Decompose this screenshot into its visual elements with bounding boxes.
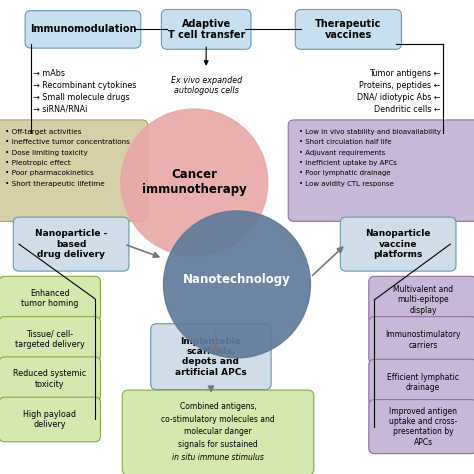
FancyBboxPatch shape (369, 317, 474, 364)
Text: → Small molecule drugs: → Small molecule drugs (33, 93, 130, 101)
Text: Cancer
immunotherapy: Cancer immunotherapy (142, 168, 246, 197)
FancyBboxPatch shape (369, 400, 474, 454)
FancyBboxPatch shape (161, 9, 251, 49)
Text: • Inefficient uptake by APCs: • Inefficient uptake by APCs (299, 160, 396, 166)
FancyBboxPatch shape (288, 120, 474, 221)
Text: Adaptive
T cell transfer: Adaptive T cell transfer (167, 18, 245, 40)
Text: → siRNA/RNAi: → siRNA/RNAi (33, 105, 88, 113)
Text: Implantable
scaffolds,
depots and
artificial APCs: Implantable scaffolds, depots and artifi… (175, 337, 247, 377)
FancyBboxPatch shape (0, 120, 148, 221)
FancyBboxPatch shape (25, 11, 141, 48)
Text: Multivalent and
multi-epitope
display: Multivalent and multi-epitope display (393, 285, 453, 315)
Text: Tumor antigens ←: Tumor antigens ← (370, 69, 441, 78)
FancyBboxPatch shape (0, 357, 100, 401)
Text: Improved antigen
uptake and cross-
presentation by
APCs: Improved antigen uptake and cross- prese… (389, 407, 457, 447)
FancyBboxPatch shape (122, 390, 314, 474)
Text: • Pleotropic effect: • Pleotropic effect (5, 160, 71, 166)
FancyBboxPatch shape (151, 324, 271, 390)
Text: Dendritic cells ←: Dendritic cells ← (374, 105, 441, 113)
FancyBboxPatch shape (13, 217, 129, 271)
Text: Ex vivo expanded
autologous cells: Ex vivo expanded autologous cells (171, 76, 242, 95)
Circle shape (121, 109, 268, 256)
Text: DNA/ idiotypic Abs ←: DNA/ idiotypic Abs ← (357, 93, 441, 101)
FancyBboxPatch shape (295, 9, 401, 49)
Text: Therapeutic
vaccines: Therapeutic vaccines (315, 18, 382, 40)
Text: Efficient lymphatic
drainage: Efficient lymphatic drainage (387, 373, 459, 392)
Text: signals for sustained: signals for sustained (178, 440, 258, 449)
FancyBboxPatch shape (369, 359, 474, 406)
Circle shape (164, 211, 310, 358)
Text: → Recombinant cytokines: → Recombinant cytokines (33, 81, 137, 90)
Text: Immunomodulation: Immunomodulation (30, 24, 136, 35)
Text: Nanotechnology: Nanotechnology (183, 273, 291, 286)
Text: • Short circulation half life: • Short circulation half life (299, 139, 391, 145)
FancyBboxPatch shape (369, 276, 474, 323)
FancyBboxPatch shape (340, 217, 456, 271)
Text: Nanoparticle -
based
drug delivery: Nanoparticle - based drug delivery (35, 229, 107, 259)
Text: molecular danger: molecular danger (184, 428, 252, 436)
Text: Enhanced
tumor homing: Enhanced tumor homing (21, 289, 79, 308)
Text: Reduced systemic
toxicity: Reduced systemic toxicity (13, 370, 86, 389)
Text: • Poor pharmacokinetics: • Poor pharmacokinetics (5, 171, 93, 176)
Text: Tissue/ cell-
targeted delivery: Tissue/ cell- targeted delivery (15, 329, 85, 348)
Text: • Low in vivo stability and bioavailability: • Low in vivo stability and bioavailabil… (299, 129, 441, 135)
Text: • Adjuvant requirements: • Adjuvant requirements (299, 150, 385, 155)
Text: High payload
delivery: High payload delivery (23, 410, 76, 429)
Text: • Poor lymphatic drainage: • Poor lymphatic drainage (299, 171, 390, 176)
Text: co-stimulatory molecules and: co-stimulatory molecules and (161, 415, 275, 423)
Text: Proteins, peptides ←: Proteins, peptides ← (359, 81, 441, 90)
FancyBboxPatch shape (0, 317, 100, 361)
Text: → mAbs: → mAbs (33, 69, 65, 78)
Text: Combined antigens,: Combined antigens, (180, 402, 256, 410)
Text: in situ immune stimulus: in situ immune stimulus (172, 453, 264, 462)
Text: • Short therapeutic lifetime: • Short therapeutic lifetime (5, 181, 104, 187)
FancyBboxPatch shape (0, 276, 100, 321)
Text: Nanoparticle
vaccine
platforms: Nanoparticle vaccine platforms (365, 229, 431, 259)
Text: Immunostimulatory
carriers: Immunostimulatory carriers (385, 330, 461, 350)
Text: • Low avidity CTL response: • Low avidity CTL response (299, 181, 393, 187)
Text: • Off-target activities: • Off-target activities (5, 129, 81, 135)
FancyBboxPatch shape (0, 397, 100, 442)
Text: • Ineffective tumor concentrations: • Ineffective tumor concentrations (5, 139, 129, 145)
Text: • Dose limiting toxicity: • Dose limiting toxicity (5, 150, 88, 155)
